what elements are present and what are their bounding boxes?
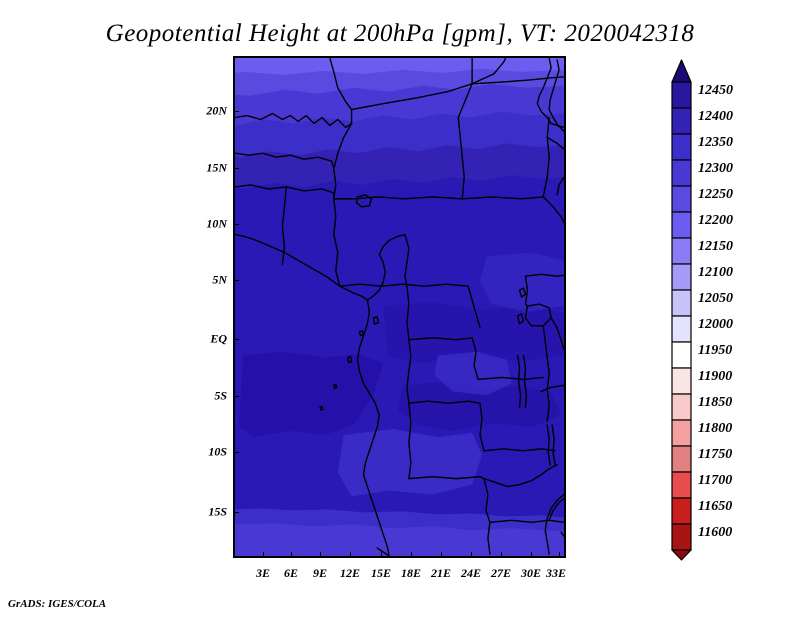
colorbar-tick-label: 12100 (698, 265, 733, 280)
x-tick-label: 12E (339, 566, 361, 580)
y-tick-mark (233, 512, 239, 513)
x-tick-label: 33E (545, 566, 567, 580)
y-tick-label: 10N (206, 216, 227, 231)
colorbar-tick-label: 12350 (698, 135, 733, 150)
x-tick-label: 9E (312, 566, 328, 580)
y-tick-label: 10S (208, 444, 227, 459)
map-svg (235, 58, 564, 556)
y-tick-mark (233, 396, 239, 397)
map-plot-area (233, 56, 566, 558)
y-tick-label: 15N (206, 160, 227, 175)
x-tick-label: 21E (430, 566, 452, 580)
x-tick-mark (501, 552, 502, 558)
y-tick-mark (233, 224, 239, 225)
footer-credit: GrADS: IGES/COLA (8, 598, 107, 610)
colorbar (671, 59, 692, 561)
x-tick-label: 6E (283, 566, 299, 580)
y-tick-label: 5S (214, 388, 227, 403)
colorbar-tick-label: 12000 (698, 317, 733, 332)
x-tick-label: 27E (490, 566, 512, 580)
colorbar-tick-label: 12300 (698, 161, 733, 176)
x-tick-label: 15E (370, 566, 392, 580)
colorbar-tick-label: 12400 (698, 109, 733, 124)
y-tick-mark (233, 452, 239, 453)
x-tick-mark (411, 552, 412, 558)
colorbar-tick-label: 11850 (698, 395, 733, 410)
colorbar-tick-label: 11800 (698, 421, 733, 436)
colorbar-arrow-bottom (671, 549, 692, 561)
y-tick-mark (233, 168, 239, 169)
x-tick-label: 24E (460, 566, 482, 580)
colorbar-tick-label: 12200 (698, 213, 733, 228)
colorbar-arrow-top (671, 59, 692, 83)
colorbar-tick-label: 11900 (698, 369, 733, 384)
x-tick-mark (559, 552, 560, 558)
colorbar-tick-label: 11750 (698, 447, 733, 462)
x-tick-label: 30E (520, 566, 542, 580)
y-tick-mark (233, 339, 239, 340)
colorbar-tick-label: 11600 (698, 525, 733, 540)
y-tick-mark (233, 111, 239, 112)
x-tick-mark (291, 552, 292, 558)
x-tick-mark (320, 552, 321, 558)
x-tick-mark (350, 552, 351, 558)
y-tick-label: 15S (208, 504, 227, 519)
y-tick-mark (233, 280, 239, 281)
y-tick-label: 5N (212, 272, 227, 287)
colorbar-tick-label: 11650 (698, 499, 733, 514)
colorbar-swatches (671, 59, 692, 561)
x-tick-mark (471, 552, 472, 558)
x-tick-label: 3E (255, 566, 271, 580)
x-tick-label: 18E (400, 566, 422, 580)
colorbar-tick-label: 12450 (698, 83, 733, 98)
colorbar-tick-label: 12150 (698, 239, 733, 254)
x-tick-mark (531, 552, 532, 558)
page-title: Geopotential Height at 200hPa [gpm], VT:… (105, 20, 695, 47)
x-tick-mark (263, 552, 264, 558)
colorbar-tick-label: 11950 (698, 343, 733, 358)
colorbar-tick-label: 11700 (698, 473, 733, 488)
y-tick-label: 20N (206, 103, 227, 118)
x-tick-mark (381, 552, 382, 558)
x-tick-mark (441, 552, 442, 558)
colorbar-tick-label: 12250 (698, 187, 733, 202)
colorbar-tick-label: 12050 (698, 291, 733, 306)
y-tick-label: EQ (210, 331, 227, 346)
